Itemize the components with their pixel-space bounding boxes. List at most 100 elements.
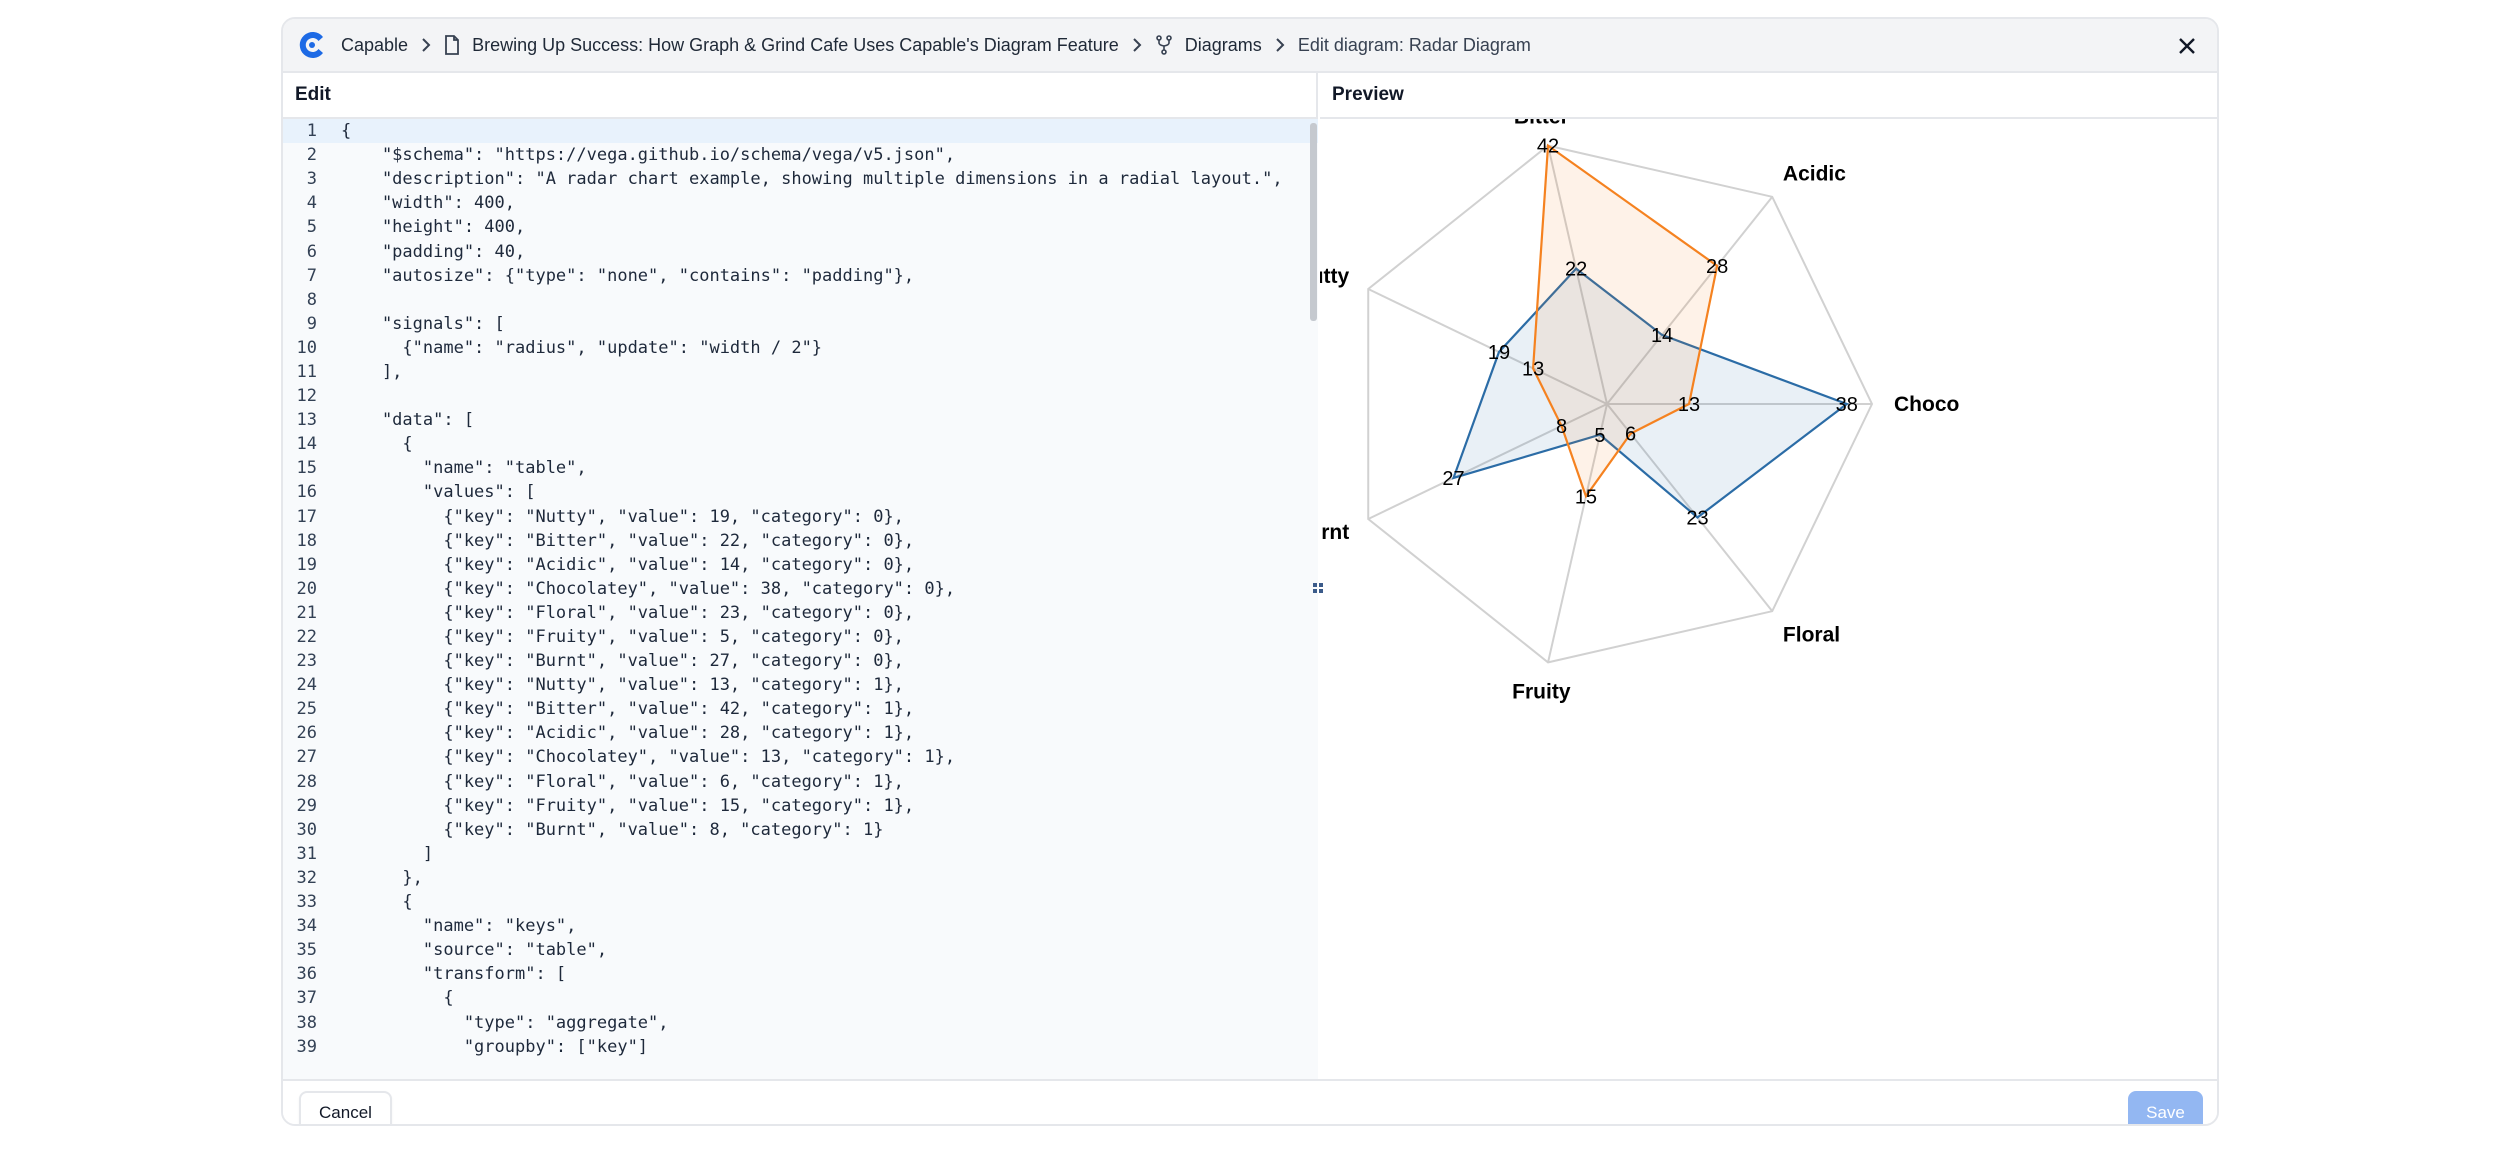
code-text: {"key": "Floral", "value": 23, "category… (341, 602, 915, 623)
code-line[interactable]: 29 {"key": "Fruity", "value": 15, "categ… (283, 794, 1318, 818)
code-text: { (341, 121, 352, 142)
code-text: ], (341, 361, 403, 382)
code-line[interactable]: 38 "type": "aggregate", (283, 1010, 1318, 1034)
code-line[interactable]: 15 "name": "table", (283, 456, 1318, 480)
save-button[interactable]: Save (2128, 1091, 2203, 1124)
code-text: "name": "table", (341, 458, 587, 479)
code-text: {"name": "radius", "update": "width / 2"… (341, 337, 823, 358)
code-line[interactable]: 18 {"key": "Bitter", "value": 22, "categ… (283, 529, 1318, 553)
capable-logo-icon (297, 29, 329, 61)
code-line[interactable]: 30 {"key": "Burnt", "value": 8, "categor… (283, 818, 1318, 842)
code-line[interactable]: 20 {"key": "Chocolatey", "value": 38, "c… (283, 577, 1318, 601)
radar-spoke (1606, 403, 1774, 612)
line-number: 20 (296, 578, 317, 599)
code-line[interactable]: 21 {"key": "Floral", "value": 23, "categ… (283, 601, 1318, 625)
line-number: 1 (306, 121, 317, 142)
footer: Cancel Save (283, 1079, 2217, 1124)
code-line[interactable]: 4 "width": 400, (283, 191, 1318, 215)
code-text: "type": "aggregate", (341, 1012, 669, 1033)
code-line[interactable]: 27 {"key": "Chocolatey", "value": 13, "c… (283, 745, 1318, 769)
line-number: 8 (306, 289, 317, 310)
line-number: 24 (296, 675, 317, 696)
code-line[interactable]: 37 { (283, 986, 1318, 1010)
code-line[interactable]: 16 "values": [ (283, 480, 1318, 504)
code-line[interactable]: 24 {"key": "Nutty", "value": 13, "catego… (283, 673, 1318, 697)
radar-spoke (1367, 403, 1608, 520)
code-line[interactable]: 22 {"key": "Fruity", "value": 5, "catego… (283, 625, 1318, 649)
code-text: {"key": "Bitter", "value": 42, "category… (341, 699, 915, 720)
code-line[interactable]: 36 "transform": [ (283, 962, 1318, 986)
radar-spoke (1547, 403, 1608, 663)
code-line[interactable]: 13 "data": [ (283, 408, 1318, 432)
code-line[interactable]: 31 ] (283, 842, 1318, 866)
line-number: 18 (296, 530, 317, 551)
code-line[interactable]: 12 (283, 384, 1318, 408)
code-line[interactable]: 14 { (283, 432, 1318, 456)
code-line[interactable]: 11 ], (283, 360, 1318, 384)
line-number: 26 (296, 723, 317, 744)
preview-title: Preview (1320, 73, 2217, 119)
line-number: 23 (296, 651, 317, 672)
code-text: { (341, 434, 413, 455)
code-line[interactable]: 3 "description": "A radar chart example,… (283, 167, 1318, 191)
data-label: 6 (1625, 424, 1636, 446)
line-number: 25 (296, 699, 317, 720)
line-number: 16 (296, 482, 317, 503)
code-text: {"key": "Fruity", "value": 15, "category… (341, 795, 915, 816)
code-line[interactable]: 1{ (283, 119, 1318, 144)
line-number: 3 (306, 169, 317, 190)
code-text: ] (341, 843, 434, 864)
scrollbar[interactable] (1310, 123, 1317, 321)
line-number: 38 (296, 1012, 317, 1033)
code-line[interactable]: 25 {"key": "Bitter", "value": 42, "categ… (283, 697, 1318, 721)
breadcrumb-diagrams[interactable]: Diagrams (1184, 34, 1262, 55)
code-line[interactable]: 19 {"key": "Acidic", "value": 14, "categ… (283, 553, 1318, 577)
edit-diagram-modal: Capable Brewing Up Success: How Graph & … (281, 17, 2219, 1126)
code-line[interactable]: 32 }, (283, 866, 1318, 890)
code-editor[interactable]: 1{2 "$schema": "https://vega.github.io/s… (283, 119, 1318, 1079)
close-icon[interactable] (2175, 34, 2199, 58)
code-text: "height": 400, (341, 217, 526, 238)
code-text: "autosize": {"type": "none", "contains":… (341, 265, 915, 286)
code-line[interactable]: 26 {"key": "Acidic", "value": 28, "categ… (283, 721, 1318, 745)
cancel-button[interactable]: Cancel (299, 1091, 392, 1124)
code-line[interactable]: 9 "signals": [ (283, 312, 1318, 336)
breadcrumb-app[interactable]: Capable (341, 34, 409, 55)
breadcrumb-document[interactable]: Brewing Up Success: How Graph & Grind Ca… (472, 34, 1119, 55)
code-line[interactable]: 6 "padding": 40, (283, 239, 1318, 263)
code-text: {"key": "Acidic", "value": 28, "category… (341, 723, 915, 744)
diagram-branch-icon (1155, 35, 1173, 55)
line-number: 29 (296, 795, 317, 816)
code-line[interactable]: 17 {"key": "Nutty", "value": 19, "catego… (283, 505, 1318, 529)
line-number: 17 (296, 506, 317, 527)
code-text: "width": 400, (341, 193, 515, 214)
radar-spoke (1547, 145, 1608, 405)
resize-handle-icon[interactable] (1309, 577, 1327, 599)
code-text: {"key": "Bitter", "value": 22, "category… (341, 530, 915, 551)
line-number: 27 (296, 747, 317, 768)
line-number: 31 (296, 843, 317, 864)
code-line[interactable]: 23 {"key": "Burnt", "value": 27, "catego… (283, 649, 1318, 673)
axis-label: Floral (1783, 624, 1840, 647)
code-text: "transform": [ (341, 964, 567, 985)
data-label: 19 (1488, 342, 1510, 364)
code-text: {"key": "Burnt", "value": 27, "category"… (341, 651, 904, 672)
code-line[interactable]: 7 "autosize": {"type": "none", "contains… (283, 264, 1318, 288)
document-icon (444, 35, 460, 55)
code-line[interactable]: 35 "source": "table", (283, 938, 1318, 962)
code-line[interactable]: 5 "height": 400, (283, 215, 1318, 239)
code-line[interactable]: 10 {"name": "radius", "update": "width /… (283, 336, 1318, 360)
code-text: "values": [ (341, 482, 536, 503)
code-line[interactable]: 39 "groupby": ["key"] (283, 1035, 1318, 1059)
line-number: 32 (296, 867, 317, 888)
radar-grid (1367, 144, 1874, 664)
code-line[interactable]: 8 (283, 288, 1318, 312)
code-line[interactable]: 34 "name": "keys", (283, 914, 1318, 938)
code-line[interactable]: 2 "$schema": "https://vega.github.io/sch… (283, 143, 1318, 167)
line-number: 7 (306, 265, 317, 286)
line-number: 19 (296, 554, 317, 575)
data-label: 5 (1594, 425, 1605, 447)
chevron-right-icon (1131, 38, 1143, 52)
code-line[interactable]: 28 {"key": "Floral", "value": 6, "catego… (283, 770, 1318, 794)
code-line[interactable]: 33 { (283, 890, 1318, 914)
